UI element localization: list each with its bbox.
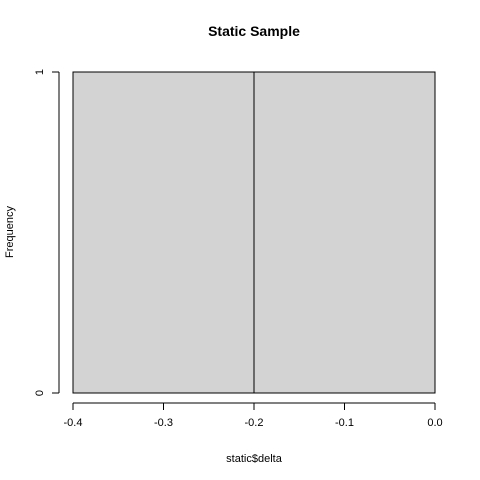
y-tick-label-1: 1 [34,69,46,75]
x-tick-label-1: -0.3 [154,417,173,429]
x-tick-label-4: 0.0 [427,417,442,429]
y-axis-label: Frequency [4,206,16,258]
y-tick-label-0: 0 [34,390,46,396]
histogram-bar-0 [72,71,255,394]
x-tick-label-2: -0.2 [245,417,264,429]
x-tick-label-0: -0.4 [64,417,83,429]
histogram-bars [72,71,436,394]
chart-title: Static Sample [208,23,300,39]
histogram-bar-1 [253,71,436,394]
y-axis: 01 [34,69,60,396]
x-axis-label: static$delta [226,453,283,465]
x-axis: -0.4 -0.3 -0.2 -0.1 0.0 [64,402,443,429]
x-tick-label-3: -0.1 [335,417,354,429]
